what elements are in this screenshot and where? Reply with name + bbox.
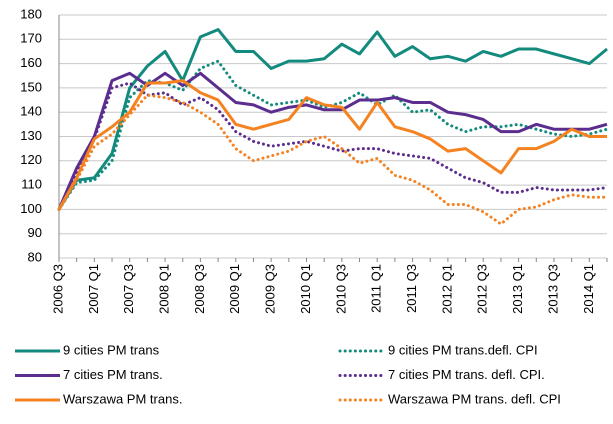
x-tick-label: 2013 Q3 — [545, 264, 560, 314]
legend-label: 9 cities PM trans.defl. CPI — [388, 342, 538, 357]
legend-label: Warszawa PM trans. defl. CPI — [388, 391, 561, 406]
x-tick-label: 2009 Q3 — [263, 264, 278, 314]
x-tick-label: 2012 Q3 — [475, 264, 490, 314]
x-tick-label: 2014 Q1 — [581, 264, 596, 314]
x-tick-label: 2011 Q3 — [404, 264, 419, 313]
x-tick-label: 2007 Q3 — [121, 264, 136, 314]
y-tick-label: 150 — [20, 79, 42, 94]
x-tick-label: 2013 Q1 — [510, 264, 525, 314]
y-tick-label: 160 — [20, 55, 42, 70]
x-tick-label: 2011 Q1 — [369, 264, 384, 313]
y-tick-label: 140 — [20, 104, 42, 119]
series-line — [57, 79, 607, 211]
legend-label: 9 cities PM trans — [63, 342, 160, 357]
y-tick-label: 130 — [20, 128, 42, 143]
x-tick-label: 2008 Q3 — [192, 264, 207, 314]
y-tick-label: 100 — [20, 201, 42, 216]
y-tick-label: 90 — [28, 225, 42, 240]
x-tick-label: 2007 Q1 — [86, 264, 101, 314]
y-tick-label: 180 — [20, 6, 42, 21]
y-tick-label: 170 — [20, 31, 42, 46]
y-tick-label: 80 — [28, 249, 42, 264]
legend-label: Warszawa PM trans. — [63, 391, 182, 406]
series-line — [57, 81, 609, 211]
x-tick-label: 2009 Q1 — [227, 264, 242, 314]
x-tick-label: 2010 Q1 — [298, 264, 313, 314]
legend-label: 7 cities PM trans. — [63, 367, 163, 382]
x-tick-label: 2010 Q3 — [333, 264, 348, 314]
series-line — [57, 59, 609, 211]
series-line — [57, 28, 608, 211]
y-tick-label: 110 — [21, 177, 42, 192]
x-tick-label: 2008 Q1 — [157, 264, 172, 314]
y-tick-label: 120 — [20, 152, 42, 167]
series-line — [57, 93, 609, 226]
x-tick-label: 2012 Q1 — [439, 264, 454, 314]
x-tick-label: 2006 Q3 — [50, 264, 65, 314]
legend-label: 7 cities PM trans. defl. CPI. — [388, 367, 545, 382]
